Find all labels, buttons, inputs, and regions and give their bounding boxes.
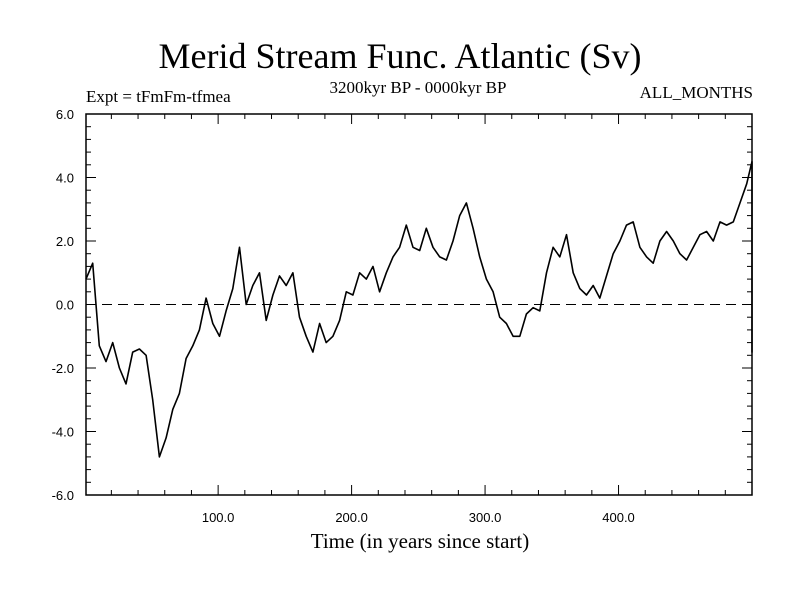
- y-tick-label: -6.0: [52, 488, 74, 503]
- x-tick-label: 400.0: [602, 510, 635, 525]
- chart-title: Merid Stream Func. Atlantic (Sv): [158, 36, 642, 76]
- y-tick-label: 2.0: [56, 234, 74, 249]
- months-label: ALL_MONTHS: [639, 83, 753, 102]
- y-tick-label: -4.0: [52, 425, 74, 440]
- time-range-label: 3200kyr BP - 0000kyr BP: [329, 78, 507, 97]
- y-tick-label: 4.0: [56, 171, 74, 186]
- x-axis-label: Time (in years since start): [310, 529, 530, 553]
- x-tick-label: 300.0: [469, 510, 502, 525]
- x-tick-label: 100.0: [202, 510, 235, 525]
- y-tick-label: 0.0: [56, 298, 74, 313]
- experiment-label: Expt = tFmFm-tfmea: [86, 87, 231, 106]
- series-line: [85, 160, 753, 458]
- y-tick-label: -2.0: [52, 361, 74, 376]
- x-tick-label: 200.0: [335, 510, 368, 525]
- y-tick-label: 6.0: [56, 107, 74, 122]
